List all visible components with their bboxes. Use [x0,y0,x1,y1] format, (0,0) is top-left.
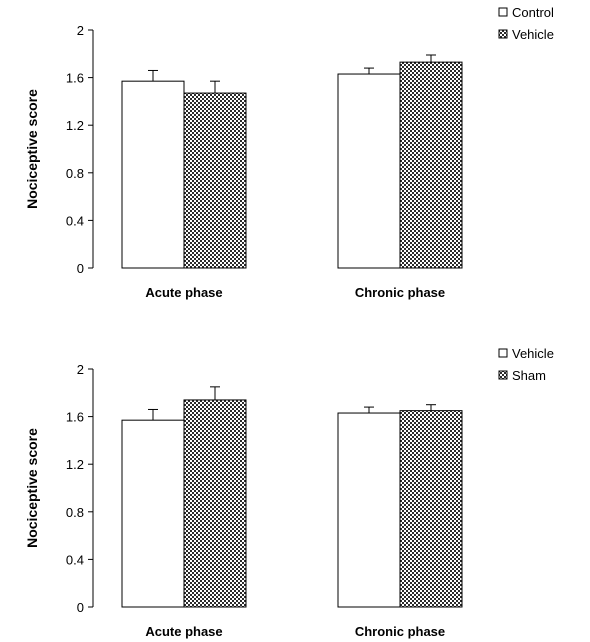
legend-label: Sham [512,368,546,383]
y-tick-label: 2 [77,362,84,377]
legend-label: Vehicle [512,27,554,42]
bar-vehicle-chronic-phase [399,61,463,269]
y-tick-label: 0 [77,600,84,615]
legend: Control Vehicle [498,5,554,42]
legend-swatch [498,7,508,17]
y-axis-label: Nociceptive score [24,428,40,548]
chart-panel-1: 0 0.4 0.8 1.2 1.6 2 Nociceptive score Acute pha… [24,5,554,300]
bar-control-chronic-phase [337,73,401,269]
category-label: Chronic phase [355,624,445,639]
y-tick-label: 1.6 [66,410,84,425]
y-tick-label: 0.4 [66,213,84,228]
legend-label: Vehicle [512,346,554,361]
bar-control-acute-phase [121,80,185,269]
y-tick-label: 1.2 [66,457,84,472]
legend-swatch [498,348,508,358]
bar-sham-acute-phase [183,399,247,608]
y-tick-label: 1.2 [66,118,84,133]
category-label: Chronic phase [355,285,445,300]
y-tick-label: 0.4 [66,552,84,567]
y-tick-label: 0.8 [66,505,84,520]
bar-vehicle-acute-phase [121,419,185,608]
y-tick-label: 1.6 [66,71,84,86]
category-label: Acute phase [145,624,222,639]
y-tick-label: 0.8 [66,166,84,181]
legend-swatch [498,370,508,380]
y-tick-label: 0 [77,261,84,276]
legend-swatch [498,29,508,39]
bar-vehicle-chronic-phase [337,412,401,608]
chart-panel-2: 0 0.4 0.8 1.2 1.6 2 Nociceptive score Acute pha… [24,346,554,639]
legend: Vehicle Sham [498,346,554,383]
bar-sham-chronic-phase [399,410,463,608]
category-label: Acute phase [145,285,222,300]
y-tick-label: 2 [77,23,84,38]
y-axis-label: Nociceptive score [24,89,40,209]
bar-vehicle-acute-phase [183,92,247,269]
legend-label: Control [512,5,554,20]
